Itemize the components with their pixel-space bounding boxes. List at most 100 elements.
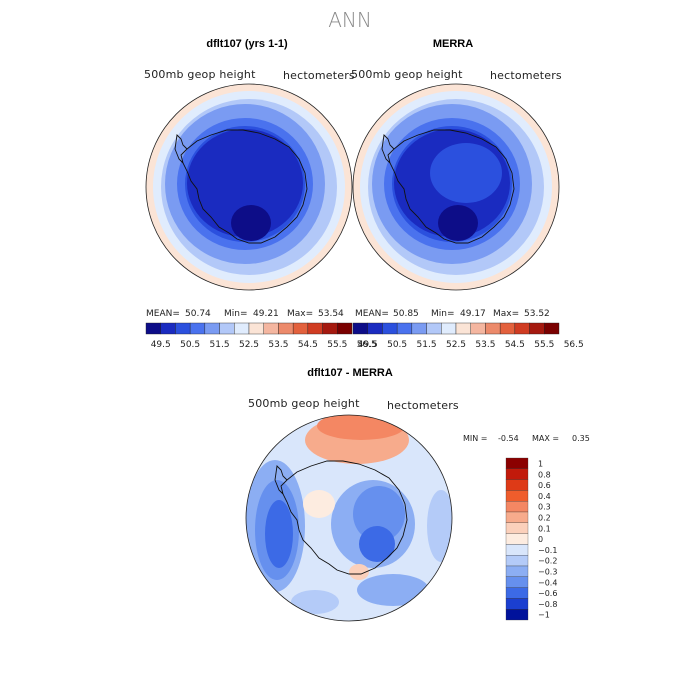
stat-max-label: Max= — [287, 309, 313, 319]
colorbar-swatch — [505, 501, 529, 513]
colorbar-tick-label: 54.5 — [505, 340, 525, 350]
colorbar-swatch — [505, 598, 529, 610]
colorbar-swatch — [505, 587, 529, 599]
colorbar-tick-label: −0.4 — [538, 578, 557, 587]
colorbar-swatch — [470, 322, 486, 335]
colorbar-swatch — [367, 322, 383, 335]
colorbar-tick-label: 53.5 — [268, 340, 288, 350]
stat-min-value: 49.17 — [460, 309, 486, 319]
panel-obs-units-label: hectometers — [490, 69, 562, 82]
panel-obs-colorbar: 49.5 50.5 51.5 52.5 53.5 54.5 55.5 56.5 — [352, 322, 584, 350]
panel-model-map — [145, 83, 353, 291]
difference-contour — [265, 500, 293, 568]
colorbar-swatch — [505, 468, 529, 480]
colorbar-swatch — [307, 322, 323, 335]
panel-diff-stats: MIN = -0.54 MAX = 0.35 — [463, 434, 590, 443]
colorbar-swatch — [485, 322, 501, 335]
colorbar-swatch — [505, 522, 529, 534]
colorbar-swatch — [505, 544, 529, 556]
difference-contour — [349, 564, 369, 580]
stat-mean-label: MEAN= — [355, 309, 389, 319]
stat-mean-value: 50.85 — [393, 309, 419, 319]
colorbar-swatch — [505, 576, 529, 588]
panel-model-title: dflt107 (yrs 1-1) — [206, 38, 288, 50]
minimum-low — [231, 205, 271, 241]
stat-min-label: MIN = — [463, 434, 488, 443]
colorbar-swatch — [505, 609, 529, 621]
colorbar-tick-label: 54.5 — [298, 340, 318, 350]
stat-max-value: 0.35 — [572, 434, 590, 443]
colorbar-swatch — [544, 322, 560, 335]
stat-min-label: Min= — [431, 309, 455, 319]
colorbar-tick-label: 55.5 — [534, 340, 554, 350]
coastline — [381, 129, 515, 244]
colorbar-tick-label: 51.5 — [210, 340, 230, 350]
panel-obs-title: MERRA — [433, 38, 473, 50]
panel-diff-colorbar: 10.8 0.6 0.4 0.3 0.20.1 0 −0.1 −0.2 −0.3−0.4 −0.6… — [505, 457, 557, 621]
colorbar-swatch — [292, 322, 309, 335]
colorbar-swatch — [499, 322, 516, 335]
panel-obs-map — [352, 83, 560, 291]
colorbar-swatch — [278, 322, 294, 335]
colorbar-swatch — [455, 322, 471, 335]
colorbar-tick-label: 56.5 — [357, 340, 377, 350]
colorbar-tick-label: 0.8 — [538, 470, 551, 479]
colorbar-swatch — [145, 322, 161, 335]
colorbar-swatch — [322, 322, 338, 335]
stat-mean-label: MEAN= — [146, 309, 180, 319]
panel-diff-units-label: hectometers — [387, 399, 459, 412]
colorbar-tick-label: 49.5 — [358, 340, 378, 350]
colorbar-tick-label: −0.8 — [538, 600, 557, 609]
panel-model-stats: MEAN= 50.74 Min= 49.21 Max= 53.54 — [146, 309, 344, 319]
colorbar-swatch — [505, 565, 529, 577]
colorbar-tick-label: 0.4 — [538, 492, 551, 501]
colorbar-tick-label: 53.5 — [475, 340, 495, 350]
colorbar-tick-label: 55.5 — [327, 340, 347, 350]
coastline — [174, 129, 308, 244]
colorbar-swatch — [160, 322, 176, 335]
panel-diff-map — [245, 414, 453, 622]
colorbar-tick-label: −0.6 — [538, 589, 557, 598]
difference-contour — [359, 526, 395, 562]
colorbar-tick-label: −0.3 — [538, 568, 557, 577]
colorbar-swatch — [204, 322, 220, 335]
panel-diff-title: dflt107 - MERRA — [307, 367, 393, 379]
colorbar-tick-label: 49.5 — [151, 340, 171, 350]
panel-model-field-label: 500mb geop height — [144, 68, 256, 81]
panel-obs-stats: MEAN= 50.85 Min= 49.17 Max= 53.52 — [355, 309, 550, 319]
colorbar-swatch — [505, 457, 529, 469]
colorbar-swatch — [514, 322, 530, 335]
colorbar-tick-label: 0.1 — [538, 524, 551, 533]
colorbar-swatch — [411, 322, 427, 335]
stat-max-value: 53.52 — [524, 309, 550, 319]
colorbar-swatch — [248, 322, 264, 335]
colorbar-tick-label: 56.5 — [564, 340, 584, 350]
colorbar-swatch — [529, 322, 545, 335]
colorbar-tick-label: 51.5 — [417, 340, 437, 350]
coastline — [274, 460, 408, 575]
colorbar-tick-label: 0.2 — [538, 514, 551, 523]
panel-diff: dflt107 - MERRA 500mb geop height hectom… — [245, 367, 590, 622]
colorbar-swatch — [505, 555, 529, 567]
panel-obs: MERRA 500mb geop height hectometers MEAN… — [351, 38, 584, 350]
stat-min-value: -0.54 — [498, 434, 519, 443]
colorbar-swatch — [441, 322, 457, 335]
colorbar-swatch — [505, 490, 529, 502]
colorbar-swatch — [337, 322, 353, 335]
difference-contour — [353, 486, 405, 542]
colorbar-tick-label: 1 — [538, 460, 543, 469]
colorbar-swatch — [175, 322, 191, 335]
panel-model: dflt107 (yrs 1-1) 500mb geop height hect… — [144, 38, 377, 350]
colorbar-tick-label: −1 — [538, 611, 550, 620]
colorbar-swatch — [426, 322, 442, 335]
difference-contour — [291, 590, 339, 614]
page-title: ANN — [328, 8, 372, 32]
colorbar-swatch — [505, 479, 529, 491]
panel-diff-field-label: 500mb geop height — [248, 397, 360, 410]
colorbar-swatch — [505, 533, 529, 545]
stat-max-label: MAX = — [532, 434, 559, 443]
colorbar-swatch — [505, 511, 529, 523]
stat-min-label: Min= — [224, 309, 248, 319]
colorbar-swatch — [189, 322, 206, 335]
